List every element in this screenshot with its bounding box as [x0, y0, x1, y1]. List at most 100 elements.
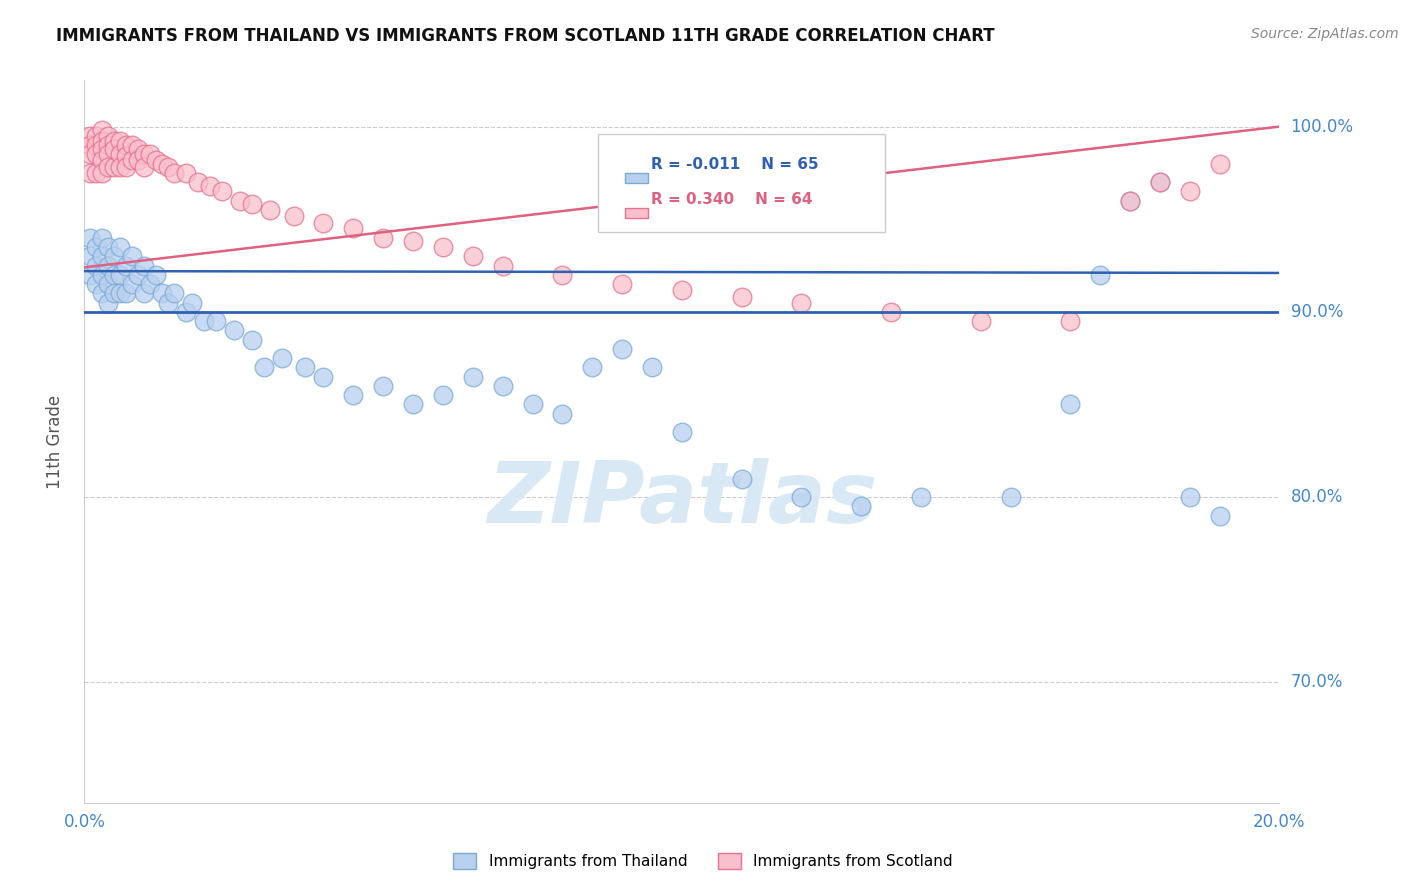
FancyBboxPatch shape — [599, 135, 886, 232]
Point — [79, 249, 101, 263]
Point — [115, 259, 138, 273]
Text: R = 0.340    N = 64: R = 0.340 N = 64 — [651, 192, 813, 207]
Point — [115, 161, 138, 175]
Point — [139, 277, 162, 291]
Point — [103, 249, 125, 263]
Point — [103, 268, 125, 282]
Point — [211, 185, 233, 199]
Point — [115, 138, 138, 153]
Point — [91, 268, 114, 282]
Point — [198, 178, 221, 193]
Point — [132, 161, 156, 175]
Point — [139, 147, 162, 161]
Point — [127, 268, 149, 282]
Point — [110, 286, 132, 301]
FancyBboxPatch shape — [624, 208, 648, 218]
Point — [1059, 314, 1081, 328]
Point — [127, 142, 149, 156]
Point — [132, 147, 156, 161]
Point — [970, 314, 993, 328]
Text: 70.0%: 70.0% — [1291, 673, 1343, 691]
Point — [91, 123, 114, 137]
Point — [79, 128, 101, 143]
Point — [731, 290, 754, 304]
Point — [492, 259, 515, 273]
Point — [671, 425, 693, 440]
Point — [193, 314, 215, 328]
Point — [110, 268, 132, 282]
Point — [312, 216, 335, 230]
Point — [910, 490, 932, 504]
Point — [79, 268, 101, 282]
Point — [97, 295, 120, 310]
Point — [110, 240, 132, 254]
Text: ZIPatlas: ZIPatlas — [486, 458, 877, 541]
Point — [1209, 156, 1232, 170]
Point — [127, 153, 149, 167]
Point — [97, 161, 120, 175]
Point — [86, 166, 108, 180]
Point — [97, 147, 120, 161]
FancyBboxPatch shape — [624, 173, 648, 183]
Point — [342, 221, 364, 235]
Point — [1119, 194, 1142, 208]
Point — [240, 197, 263, 211]
Point — [851, 500, 873, 514]
Text: 80.0%: 80.0% — [1291, 488, 1343, 506]
Point — [91, 142, 114, 156]
Point — [373, 379, 395, 393]
Point — [1149, 175, 1171, 189]
Text: IMMIGRANTS FROM THAILAND VS IMMIGRANTS FROM SCOTLAND 11TH GRADE CORRELATION CHAR: IMMIGRANTS FROM THAILAND VS IMMIGRANTS F… — [56, 27, 995, 45]
Text: Source: ZipAtlas.com: Source: ZipAtlas.com — [1251, 27, 1399, 41]
Point — [205, 314, 228, 328]
Point — [1059, 397, 1081, 411]
Point — [312, 369, 335, 384]
Point — [150, 286, 173, 301]
Point — [294, 360, 316, 375]
Point — [163, 166, 186, 180]
Point — [86, 240, 108, 254]
Text: 90.0%: 90.0% — [1291, 303, 1343, 321]
Y-axis label: 11th Grade: 11th Grade — [45, 394, 63, 489]
Point — [461, 249, 484, 263]
Point — [240, 333, 263, 347]
Point — [145, 153, 167, 167]
Point — [492, 379, 515, 393]
Point — [373, 231, 395, 245]
Point — [181, 295, 204, 310]
Point — [342, 388, 364, 402]
Point — [121, 138, 143, 153]
Point — [270, 351, 292, 366]
Point — [461, 369, 484, 384]
Point — [1149, 175, 1171, 189]
Point — [1090, 268, 1112, 282]
Point — [522, 397, 544, 411]
Point — [91, 166, 114, 180]
Point — [228, 194, 252, 208]
Point — [110, 135, 132, 149]
Point — [551, 407, 574, 421]
Point — [115, 286, 138, 301]
Point — [91, 153, 114, 167]
Point — [790, 490, 813, 504]
Point — [1000, 490, 1022, 504]
Point — [253, 360, 276, 375]
Point — [91, 231, 114, 245]
Point — [671, 283, 693, 297]
Point — [150, 156, 173, 170]
Point — [551, 268, 574, 282]
Point — [1178, 185, 1201, 199]
Point — [97, 128, 120, 143]
Point — [86, 259, 108, 273]
Point — [103, 142, 125, 156]
Point — [115, 149, 138, 163]
Point — [86, 128, 108, 143]
Point — [402, 397, 425, 411]
Point — [86, 147, 108, 161]
Point — [97, 240, 120, 254]
Point — [79, 147, 101, 161]
Point — [132, 286, 156, 301]
Point — [790, 295, 813, 310]
Point — [79, 166, 101, 180]
Point — [86, 277, 108, 291]
